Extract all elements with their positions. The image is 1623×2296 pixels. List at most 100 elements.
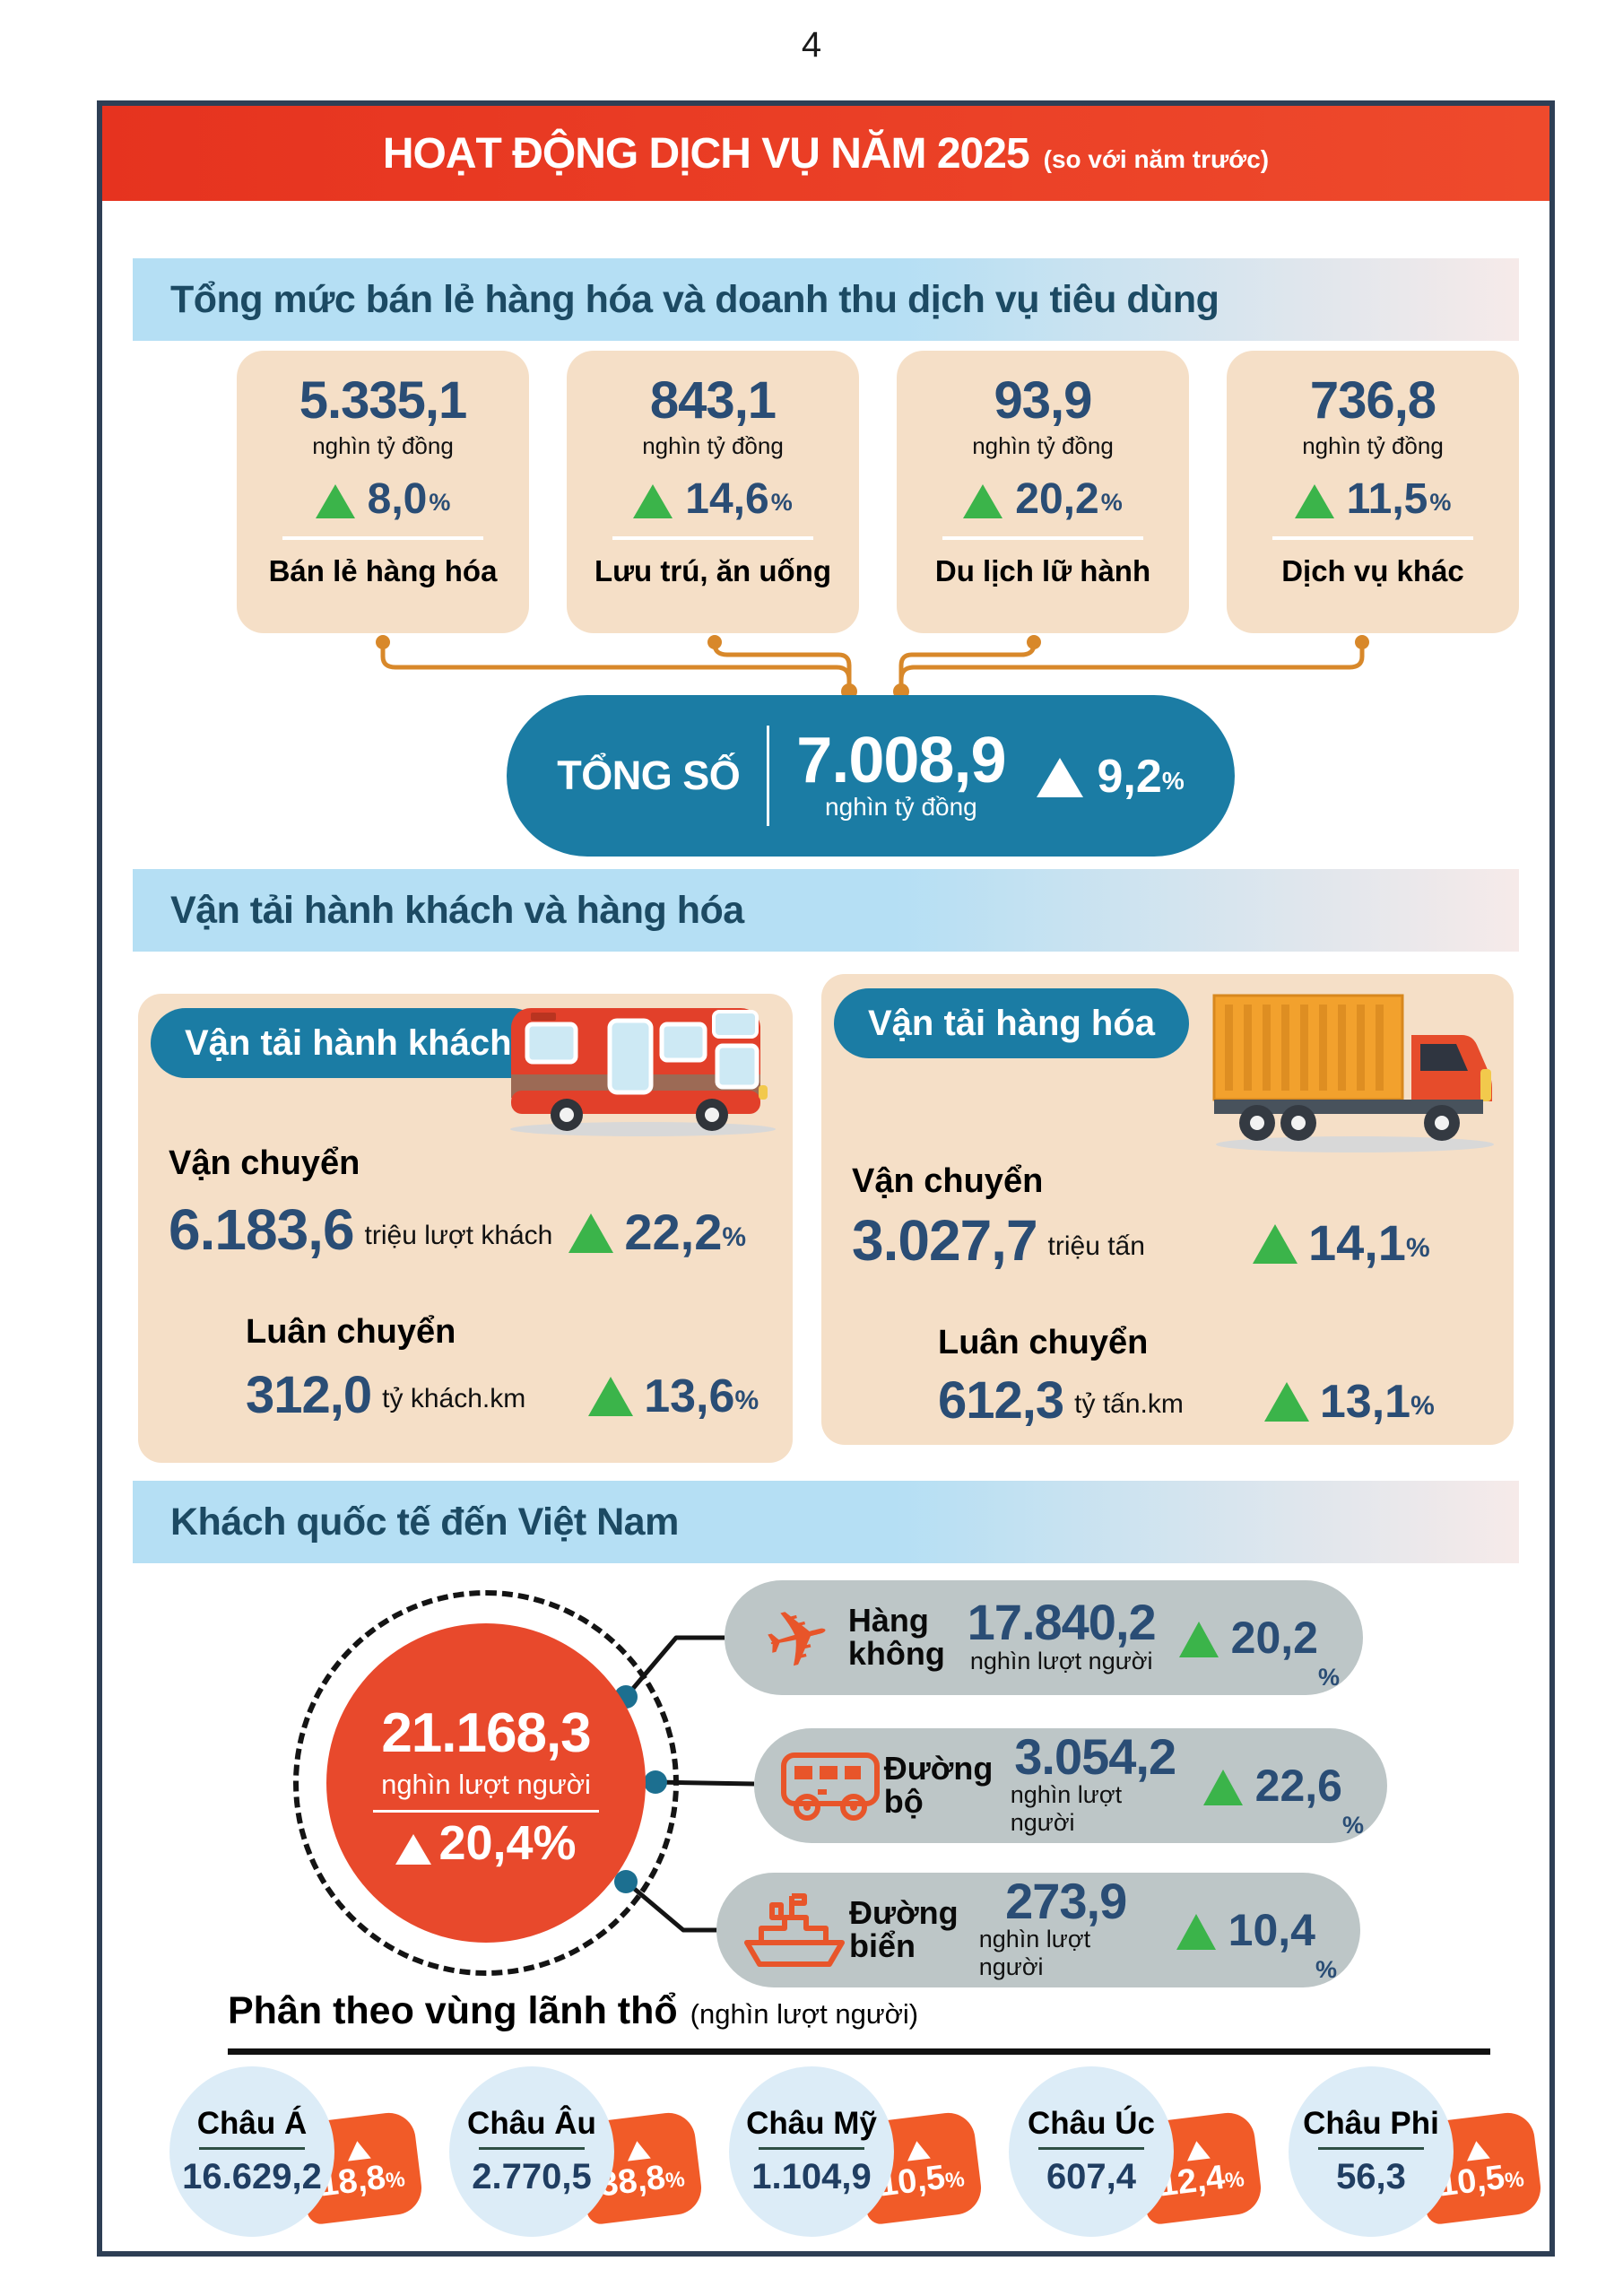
- region-value: 56,3: [1336, 2157, 1406, 2196]
- region-divider: [1038, 2147, 1144, 2150]
- percent-sign: %: [722, 1222, 747, 1253]
- region-name: Châu Phi: [1303, 2106, 1439, 2141]
- mode-unit: nghìn lượt người: [978, 1926, 1091, 1981]
- header-subtitle: (so với năm trước): [1043, 145, 1270, 173]
- mode-value: 17.840,2: [967, 1594, 1157, 1651]
- carried-unit: triệu tấn: [1047, 1231, 1145, 1262]
- freight-rotated-row: 612,3 tỷ tấn.km 13,1 %: [938, 1370, 1435, 1430]
- percent-sign: %: [1410, 1391, 1435, 1421]
- regions-unit: (nghìn lượt người): [690, 1998, 919, 2030]
- card-retail-goods: 5.335,1 nghìn tỷ đồng 8,0 % Bán lẻ hàng …: [237, 351, 529, 633]
- region-value: 16.629,2: [182, 2157, 322, 2196]
- mode-row-air: ✈ Hàng không 17.840,2 nghìn lượt người 2…: [725, 1580, 1363, 1695]
- card-change: 20,2 %: [963, 478, 1123, 521]
- card-divider: [282, 536, 483, 540]
- up-triangle-icon: [1294, 482, 1334, 518]
- up-triangle-icon: [1178, 1619, 1219, 1657]
- up-triangle-icon: [1263, 1379, 1309, 1422]
- rotated-unit: tỷ khách.km: [382, 1384, 526, 1413]
- up-triangle-icon: [633, 482, 673, 518]
- infographic-frame: HOẠT ĐỘNG DỊCH VỤ NĂM 2025 (so với năm t…: [97, 100, 1555, 2257]
- rotated-value: 312,0: [246, 1365, 372, 1424]
- truck-illustration: [1212, 994, 1494, 1152]
- visitors-section-band: Khách quốc tế đến Việt Nam: [133, 1481, 1519, 1563]
- up-triangle-icon: [1185, 2136, 1211, 2161]
- card-label: Lưu trú, ăn uống: [594, 554, 832, 587]
- card-unit: nghìn tỷ đồng: [1302, 432, 1444, 459]
- visitors-total-divider: [373, 1810, 599, 1813]
- van-icon: [777, 1744, 884, 1827]
- up-triangle-icon: [315, 482, 355, 518]
- up-triangle-icon: [1202, 1767, 1243, 1805]
- card-change-value: 8,0: [367, 475, 428, 524]
- retail-section-title: Tổng mức bán lẻ hàng hóa và doanh thu dị…: [170, 277, 1219, 321]
- percent-sign: %: [770, 489, 793, 516]
- region-name: Châu Á: [196, 2106, 308, 2141]
- up-triangle-icon: [625, 2136, 651, 2161]
- percent-sign: %: [943, 2167, 967, 2194]
- card-change: 8,0 %: [315, 475, 451, 524]
- up-triangle-icon: [568, 1211, 614, 1254]
- region-divider: [199, 2147, 305, 2150]
- card-change-value: 14,6: [685, 475, 769, 524]
- total-unit: nghìn tỷ đồng: [825, 793, 977, 822]
- visitors-total-value: 21.168,3: [381, 1702, 591, 1765]
- region-value: 1.104,9: [751, 2157, 872, 2196]
- freight-panel-title: Vận tải hàng hóa: [834, 988, 1190, 1058]
- mode-unit: nghìn lượt người: [1010, 1781, 1123, 1837]
- region-america: Châu Mỹ 1.104,9: [729, 2066, 894, 2237]
- percent-sign: %: [1161, 766, 1185, 795]
- visitors-section-title: Khách quốc tế đến Việt Nam: [170, 1500, 679, 1544]
- up-triangle-icon: [1176, 1911, 1216, 1950]
- rotated-label: Luân chuyển: [246, 1313, 456, 1351]
- region-divider: [759, 2147, 864, 2150]
- rotated-value: 612,3: [938, 1370, 1064, 1430]
- percent-sign: %: [664, 2167, 687, 2194]
- percent-sign: %: [1100, 489, 1123, 516]
- up-triangle-icon: [1464, 2136, 1490, 2161]
- total-divider: [767, 726, 770, 826]
- card-divider: [1272, 536, 1473, 540]
- carried-label: Vận chuyển: [169, 1144, 360, 1182]
- mode-change: 10,4: [1228, 1905, 1315, 1955]
- up-triangle-icon: [963, 482, 1003, 518]
- region-name: Châu Úc: [1028, 2106, 1155, 2141]
- card-value: 5.335,1: [299, 371, 468, 430]
- up-triangle-icon: [588, 1374, 634, 1416]
- mode-change: 22,6: [1254, 1761, 1342, 1811]
- rotated-label: Luân chuyển: [938, 1324, 1149, 1361]
- ship-icon: [740, 1887, 849, 1973]
- card-value: 736,8: [1309, 371, 1436, 430]
- region-divider: [1318, 2147, 1424, 2150]
- total-value: 7.008,9: [796, 724, 1006, 796]
- header-title: HOẠT ĐỘNG DỊCH VỤ NĂM 2025: [382, 129, 1030, 178]
- card-label: Dịch vụ khác: [1281, 554, 1464, 587]
- card-change-value: 11,5: [1346, 475, 1428, 524]
- retail-section-band: Tổng mức bán lẻ hàng hóa và doanh thu dị…: [133, 258, 1519, 341]
- header-band: HOẠT ĐỘNG DỊCH VỤ NĂM 2025 (so với năm t…: [102, 106, 1549, 201]
- mode-label: Đường biển: [849, 1894, 959, 1964]
- carried-value: 3.027,7: [852, 1208, 1038, 1273]
- carried-value: 6.183,6: [169, 1197, 355, 1262]
- mode-value: 273,9: [1005, 1872, 1127, 1929]
- card-tourism: 93,9 nghìn tỷ đồng 20,2 % Du lịch lữ hàn…: [897, 351, 1189, 633]
- card-unit: nghìn tỷ đồng: [312, 432, 454, 459]
- region-asia: Châu Á 16.629,2: [169, 2066, 334, 2237]
- mode-unit: nghìn lượt người: [969, 1647, 1153, 1674]
- region-africa: Châu Phi 56,3: [1289, 2066, 1454, 2237]
- visitors-dashed-ring: [293, 1590, 679, 1976]
- regions-underline: [228, 2048, 1490, 2055]
- card-accommodation: 843,1 nghìn tỷ đồng 14,6 % Lưu trú, ăn u…: [567, 351, 859, 633]
- percent-sign: %: [1341, 1812, 1364, 1839]
- mode-value: 3.054,2: [1014, 1727, 1176, 1785]
- up-triangle-icon: [905, 2136, 931, 2161]
- percent-sign: %: [429, 489, 451, 516]
- page-number: 4: [801, 25, 822, 65]
- passenger-panel-title: Vận tải hành khách: [151, 1008, 546, 1078]
- total-change: 9,2 %: [1036, 753, 1185, 800]
- plane-icon: ✈: [755, 1587, 841, 1689]
- rotated-unit: tỷ tấn.km: [1074, 1389, 1184, 1419]
- percent-sign: %: [734, 1386, 759, 1415]
- up-triangle-icon: [345, 2136, 371, 2161]
